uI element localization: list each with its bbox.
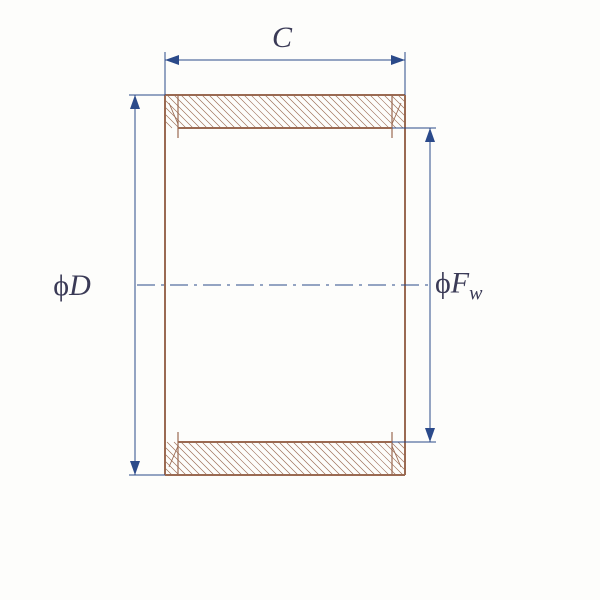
label-bore-dia-Fw: ϕFw bbox=[435, 267, 482, 306]
label-outer-dia-D: ϕD bbox=[53, 269, 90, 303]
diagram-canvas: C ϕD ϕFw bbox=[0, 0, 600, 600]
label-width-C: C bbox=[272, 21, 292, 55]
